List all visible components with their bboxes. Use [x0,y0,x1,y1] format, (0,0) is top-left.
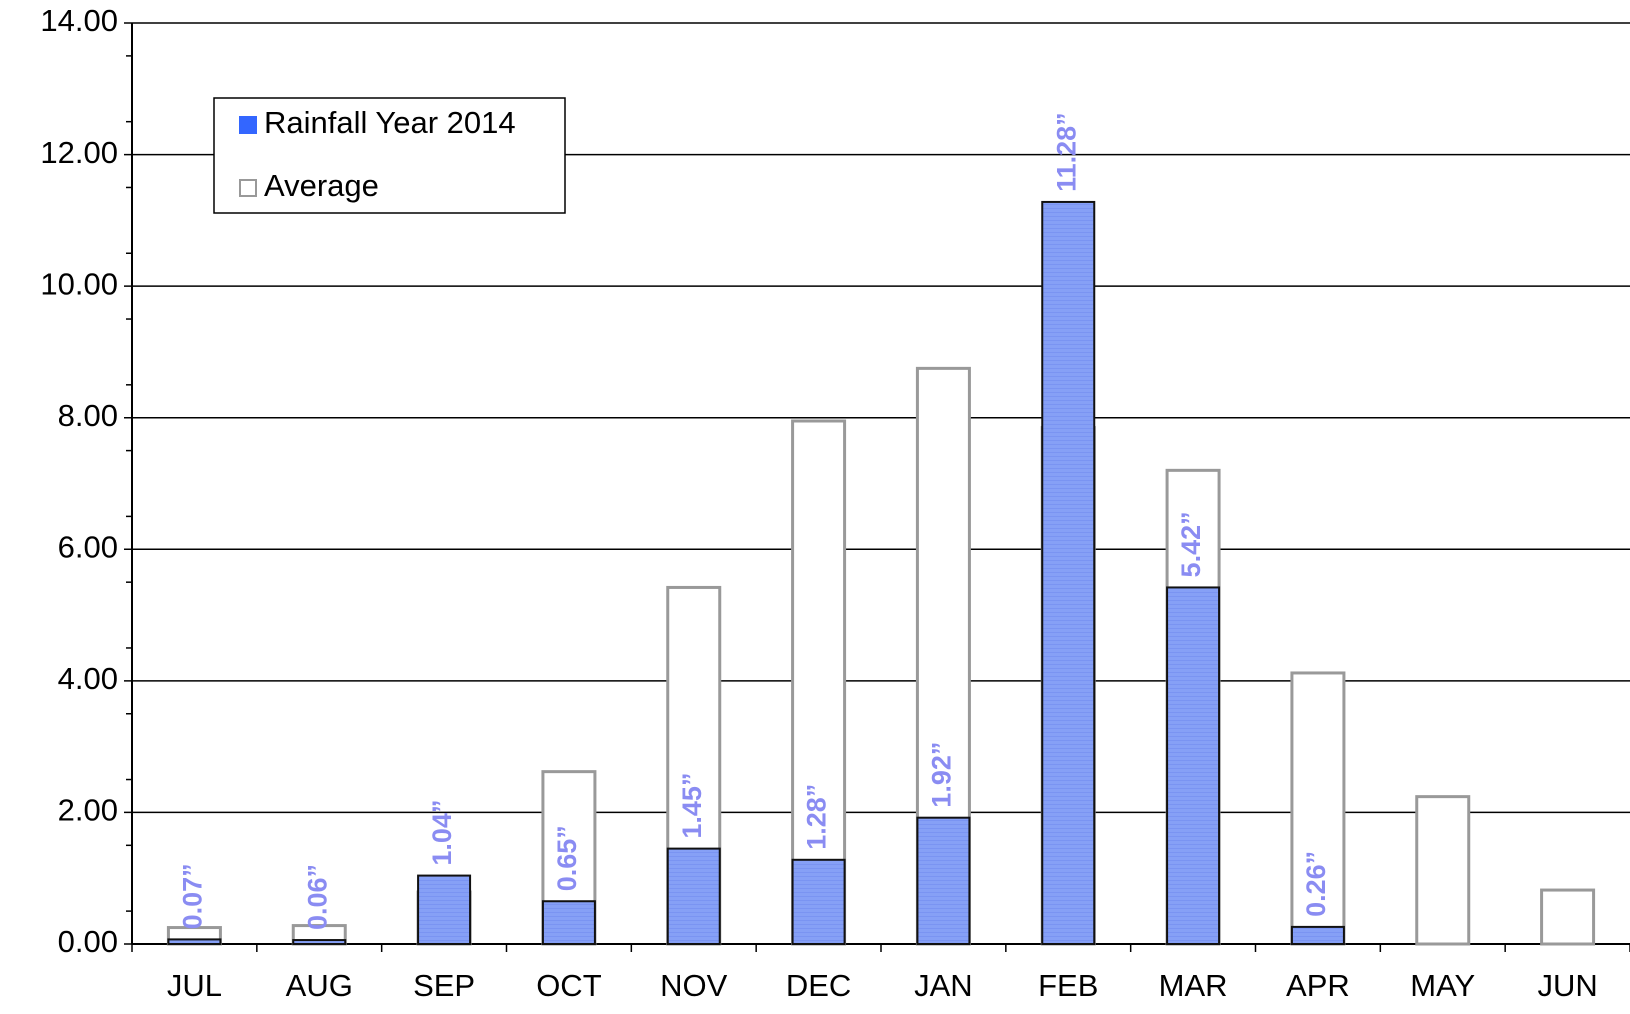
bar [791,858,846,946]
value-label: 1.45” [677,773,707,839]
legend-label: Average [264,168,379,203]
x-tick-label: MAY [1410,968,1475,1003]
bar [666,847,721,945]
x-tick-label: NOV [660,968,728,1003]
value-label: 11.28” [1051,112,1081,192]
x-tick-label: MAR [1159,968,1228,1003]
bar [1415,795,1471,946]
x-tick-label: JAN [914,968,973,1003]
x-tick-label: OCT [536,968,602,1003]
bar [916,816,971,945]
y-tick-label: 8.00 [58,398,118,433]
x-tick-label: AUG [286,968,353,1003]
legend-label: Rainfall Year 2014 [264,105,516,140]
bar [1290,925,1345,945]
y-tick-label: 4.00 [58,661,118,696]
y-tick-label: 14.00 [40,3,118,38]
x-tick-label: SEP [413,968,475,1003]
bar [292,939,347,945]
x-tick-label: APR [1286,968,1350,1003]
x-tick-label: DEC [786,968,851,1003]
bar [417,874,472,946]
value-label: 0.06” [302,864,332,930]
y-tick-label: 6.00 [58,529,118,564]
legend-swatch [239,179,257,197]
bar [541,900,596,945]
value-label: 0.26” [1301,851,1331,917]
value-label: 1.04” [427,800,457,866]
bar [791,419,847,946]
bar [167,938,222,946]
value-label: 5.42” [1176,511,1206,577]
bar [1166,586,1221,945]
legend-swatch [239,116,257,134]
legend: Rainfall Year 2014 Average [213,97,566,214]
bar [1540,888,1596,946]
value-label: 0.07” [178,863,208,929]
y-tick-label: 0.00 [58,924,118,959]
y-tick-label: 2.00 [58,793,118,828]
x-tick-label: JUN [1537,968,1597,1003]
bar [1041,200,1096,946]
bar [1290,671,1346,946]
y-tick-label: 10.00 [40,266,118,301]
x-tick-label: JUL [167,968,222,1003]
value-label: 1.92” [927,742,957,808]
x-tick-label: FEB [1038,968,1098,1003]
value-label: 1.28” [802,784,832,850]
legend-box [213,97,566,214]
y-tick-label: 12.00 [40,135,118,170]
value-label: 0.65” [552,825,582,891]
